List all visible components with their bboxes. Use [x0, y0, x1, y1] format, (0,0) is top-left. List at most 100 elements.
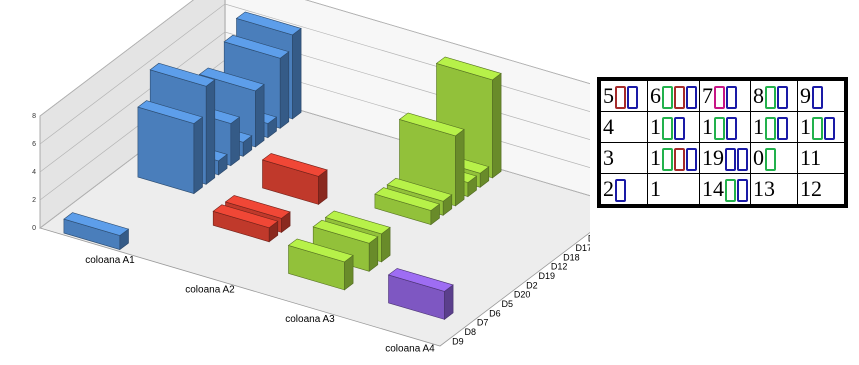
grid-cell: 1	[750, 111, 798, 143]
grid-cell: 3	[598, 142, 648, 174]
cell-marker	[615, 179, 626, 203]
cell-marker	[714, 86, 725, 110]
grid-cell-number: 5	[603, 83, 614, 108]
cell-marker	[662, 117, 673, 141]
series-label: D5	[502, 299, 514, 309]
category-label: coloana A2	[185, 284, 235, 295]
grid-cell: 14	[699, 173, 751, 207]
cell-marker	[615, 86, 626, 110]
grid-cell: 1	[647, 111, 700, 143]
cell-marker	[674, 117, 685, 141]
cell-marker	[765, 117, 776, 141]
grid-cell: 1	[647, 142, 700, 174]
cell-marker	[726, 117, 737, 141]
cell-marker	[777, 117, 788, 141]
grid-cell: 7	[699, 78, 751, 112]
grid-cell: 13	[750, 173, 798, 207]
cell-marker	[812, 86, 823, 110]
category-label: coloana A4	[385, 343, 435, 354]
grid-cell: 1	[647, 173, 700, 207]
cell-marker	[662, 148, 673, 172]
grid-cell-number: 14	[702, 176, 724, 201]
cell-marker	[765, 148, 776, 172]
grid-cell-number: 19	[702, 145, 724, 170]
grid-cell-number: 13	[753, 176, 775, 201]
cell-marker	[737, 148, 748, 172]
grid-row: 3 1 19 0 11	[598, 142, 847, 174]
cell-marker	[737, 179, 748, 203]
series-label: D8	[465, 327, 477, 337]
series-label: D9	[452, 336, 464, 346]
grid-row: 2 1 14 13 12	[598, 173, 847, 207]
chart-3d-bar: 02468D10D14D15D16D17D18D12D19D2D20D5D6D7…	[32, 0, 591, 354]
grid-cell: 1	[699, 111, 751, 143]
series-label: D20	[514, 290, 531, 300]
y-tick-label: 6	[32, 141, 36, 148]
grid-cell: 2	[598, 173, 648, 207]
grid-cell-number: 6	[650, 83, 661, 108]
cell-marker	[726, 86, 737, 110]
series-label: D19	[539, 271, 556, 281]
grid-cell-number: 8	[753, 83, 764, 108]
grid-cell: 0	[750, 142, 798, 174]
series-label: D17	[576, 243, 591, 253]
cell-marker	[824, 117, 835, 141]
category-label: coloana A3	[285, 314, 335, 325]
series-label: D6	[489, 308, 501, 318]
cell-marker	[627, 86, 638, 110]
bar-coloana-a2-d12	[261, 153, 328, 206]
cell-marker	[662, 86, 673, 110]
cell-marker	[812, 117, 823, 141]
cell-marker	[686, 86, 697, 110]
y-tick-label: 2	[32, 197, 36, 204]
cell-marker	[674, 148, 685, 172]
series-label: D12	[551, 262, 568, 272]
series-label: D2	[526, 280, 538, 290]
grid-cell: 8	[750, 78, 798, 112]
cell-marker	[765, 86, 776, 110]
grid-cell-number: 1	[650, 145, 661, 170]
cell-marker	[777, 86, 788, 110]
y-tick-label: 8	[32, 113, 36, 120]
grid-cell: 19	[699, 142, 751, 174]
bar-coloana-a3-d18	[374, 187, 441, 226]
series-label: D16	[588, 234, 590, 244]
cell-marker	[725, 179, 736, 203]
gridline	[39, 0, 590, 117]
grid-cell: 12	[797, 173, 847, 207]
cell-marker	[674, 86, 685, 110]
grid-cell-number: 11	[800, 145, 822, 170]
number-grid-table: 5 6 7 8 9 4 1 1 1 1 3 1 19 0 11 2 1 14 13 12	[597, 77, 848, 208]
bar-coloana-a1-d9	[63, 212, 130, 251]
grid-cell-number: 0	[753, 145, 764, 170]
grid-cell: 1	[797, 111, 847, 143]
series-label: D18	[563, 252, 580, 262]
grid-cell: 6	[647, 78, 700, 112]
bar-coloana-a4-d7	[387, 268, 454, 321]
grid-cell-number: 1	[702, 114, 713, 139]
y-tick-label: 4	[32, 169, 36, 176]
grid-cell-number: 9	[800, 83, 811, 108]
cell-marker	[686, 148, 697, 172]
bar-coloana-a1-d2	[137, 100, 204, 195]
grid-cell-number: 12	[800, 176, 822, 201]
bar-coloana-a2-d5	[212, 204, 279, 243]
grid-cell-number: 3	[603, 145, 614, 170]
bar-coloana-a3-d10	[435, 56, 502, 179]
bar-coloana-a3-d7	[287, 238, 354, 291]
grid-cell-number: 1	[753, 114, 764, 139]
grid-cell-number: 1	[650, 114, 661, 139]
grid-cell-number: 1	[800, 114, 811, 139]
grid-row: 4 1 1 1 1	[598, 111, 847, 143]
grid-cell: 5	[598, 78, 648, 112]
cell-marker	[714, 117, 725, 141]
grid-cell-number: 2	[603, 176, 614, 201]
grid-cell: 9	[797, 78, 847, 112]
cell-marker	[725, 148, 736, 172]
grid-cell: 11	[797, 142, 847, 174]
y-tick-label: 0	[32, 225, 36, 232]
series-label: D7	[477, 318, 489, 328]
bar-coloana-a3-d5	[312, 219, 379, 272]
grid-row: 5 6 7 8 9	[598, 78, 847, 112]
grid-cell-number: 1	[650, 176, 661, 201]
